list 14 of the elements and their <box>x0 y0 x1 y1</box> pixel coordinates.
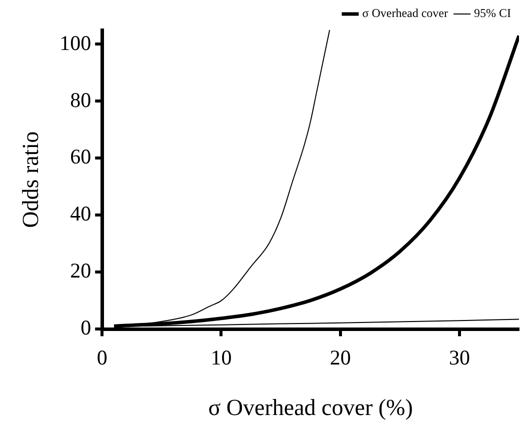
x-axis-title: σ Overhead cover (%) <box>208 395 413 420</box>
x-tick-label: 20 <box>330 345 351 370</box>
y-tick-label: 20 <box>70 258 92 283</box>
y-tick-label: 100 <box>60 30 92 55</box>
legend-label: 95% CI <box>474 6 512 20</box>
x-tick-label: 30 <box>448 345 470 370</box>
x-tick-label: 10 <box>210 345 232 370</box>
y-tick-label: 60 <box>70 144 92 169</box>
legend-label: σ Overhead cover <box>362 6 448 20</box>
y-axis-title: Odds ratio <box>18 131 43 228</box>
y-tick-label: 40 <box>70 202 92 226</box>
x-tick-label: 0 <box>96 345 108 370</box>
y-tick-label: 0 <box>80 316 92 340</box>
y-tick-label: 80 <box>70 88 92 112</box>
